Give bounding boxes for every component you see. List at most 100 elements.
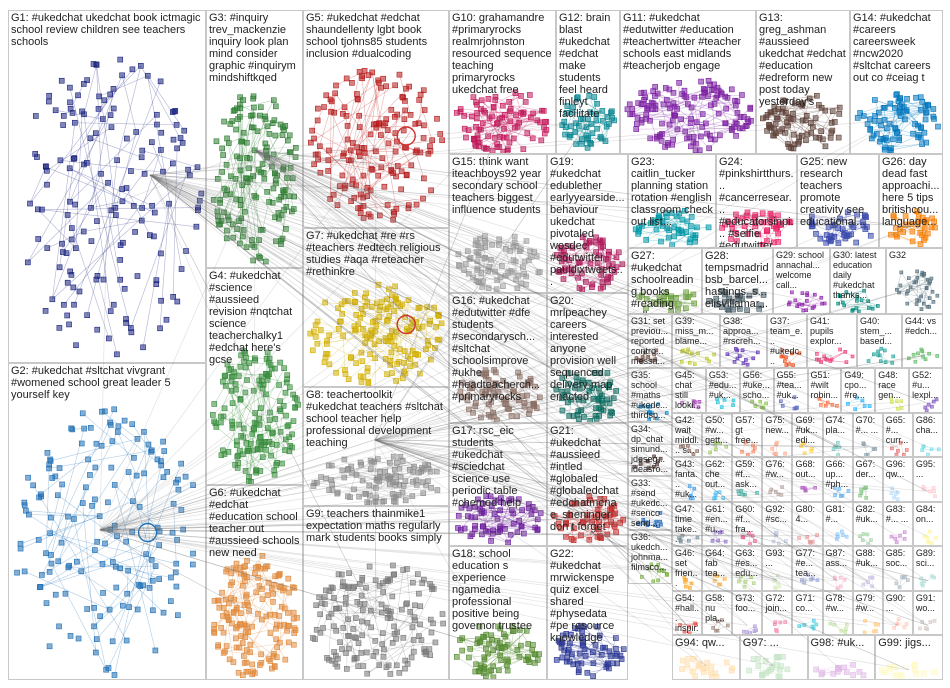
cluster-nodes-g34: [632, 454, 663, 470]
cluster-g33: G33: #send #ukedc... #senco send...: [628, 476, 672, 530]
cluster-nodes-g98: [812, 662, 866, 679]
cluster-nodes-g15: [455, 233, 543, 292]
cluster-g13: G13: greg_ashman #aussieed ukedchat #edc…: [756, 10, 850, 154]
cluster-g23: G23: caitlin_tucker planning station rot…: [628, 154, 716, 248]
cluster-g51: G51: #wilt robin...: [807, 368, 842, 413]
cluster-g44: G44: vs #edch...: [902, 314, 943, 368]
cluster-g40: G40: stem_... based...: [857, 314, 902, 368]
cluster-nodes-g11: [624, 77, 754, 153]
cluster-nodes-g30: [836, 288, 880, 313]
cluster-nodes-g27: [636, 289, 698, 313]
cluster-g64: G64: fab tea...: [702, 546, 733, 591]
cluster-g46: G46: set frien...: [672, 546, 703, 591]
cluster-g16: G16: #ukedchat #edutwitter #dfe students…: [449, 293, 547, 423]
cluster-nodes-g65: [889, 440, 909, 457]
cluster-nodes-g33: [636, 511, 663, 529]
cluster-g63: G63: #es... edu...: [732, 546, 763, 591]
cluster-g59: G59: #f... ask...: [732, 457, 763, 502]
cluster-nodes-g61: [710, 529, 728, 544]
cluster-g97: G97: ...: [739, 635, 808, 680]
cluster-g62: G62: che out...: [702, 457, 733, 502]
cluster-g39: G39: miss_m... blame...: [672, 314, 720, 368]
cluster-nodes-g12: [559, 93, 617, 151]
cluster-nodes-g80: [797, 532, 820, 545]
cluster-nodes-g21: [551, 493, 627, 544]
cluster-g9: G9: teachers thainmike1 expectation math…: [303, 506, 449, 680]
cluster-nodes-g85: [894, 575, 910, 590]
cluster-g45: G45: chat still looki...: [672, 368, 706, 413]
cluster-nodes-g8: [310, 453, 441, 505]
cluster-nodes-g22: [553, 622, 627, 679]
cluster-nodes-g62: [712, 490, 726, 501]
cluster-g27: G27: #ukedchat schoolreading books #read…: [628, 248, 702, 314]
cluster-g8: G8: teachertoolkit #ukedchat teachers #s…: [303, 387, 449, 506]
cluster-g80: G80: 4...: [792, 501, 823, 547]
cluster-nodes-g16: [457, 367, 543, 422]
cluster-nodes-g39: [679, 347, 716, 366]
cluster-g36: G36: ukedch... johnma... filmsco...: [628, 530, 672, 584]
cluster-nodes-g87: [832, 575, 846, 590]
cluster-nodes-g42: [679, 443, 699, 456]
cluster-g1: G1: #ukedchat ukedchat book ictmagic sch…: [8, 10, 206, 363]
cluster-g19: G19: #ukedchat edublether earlyyearside.…: [547, 154, 628, 293]
cluster-nodes-g77: [800, 573, 820, 585]
cluster-nodes-g2: [14, 406, 196, 678]
cluster-nodes-g70: [861, 441, 877, 457]
cluster-g10: G10: grahamandre #primaryrocks realmrjoh…: [449, 10, 556, 154]
cluster-nodes-g83: [889, 530, 907, 544]
cluster-nodes-g50: [708, 440, 729, 454]
cluster-g53: G53: #edu... #uk...: [705, 368, 740, 413]
cluster-nodes-g81: [834, 529, 849, 541]
cluster-g69: G69: #uk... edi...: [792, 412, 823, 458]
cluster-g94: G94: qw...: [672, 635, 740, 680]
cluster-g99: G99: jigs...: [875, 635, 943, 680]
cluster-nodes-g68: [800, 486, 818, 493]
cluster-g58: G58: nu pla...: [702, 590, 733, 636]
cluster-g55: G55: #tea... #uk...: [773, 368, 808, 413]
cluster-nodes-g99: [879, 662, 938, 679]
cluster-nodes-g18: [453, 622, 542, 679]
cluster-g48: G48: race gen...: [875, 368, 910, 413]
cluster-g15: G15: think want iteachboys92 year second…: [449, 154, 547, 293]
cluster-g29: G29: school annachal... welcome call...: [773, 248, 830, 314]
cluster-nodes-g90: [892, 617, 909, 630]
cluster-g37: G37: team_e... #ukedc...: [767, 314, 807, 368]
cluster-g81: G81: #...: [822, 501, 853, 547]
cluster-g68: G68: out...: [792, 457, 823, 502]
cluster-g92: G92: #sc...: [762, 501, 793, 547]
cluster-g82: G82: #uk...: [852, 501, 883, 547]
cluster-nodes-g91: [917, 618, 937, 631]
cluster-g14: G14: #ukedchat #careers careersweek #ncw…: [850, 10, 943, 154]
cluster-g85: G85: soc...: [882, 546, 913, 591]
cluster-g87: G87: ass...: [822, 546, 853, 591]
cluster-nodes-g28: [706, 288, 767, 313]
cluster-g70: G70: #... ...: [852, 412, 883, 458]
cluster-g35: G35: school #maths #ukedc... thirdsp...: [628, 368, 672, 422]
cluster-nodes-g31: [634, 348, 659, 364]
cluster-nodes-g26: [888, 208, 938, 247]
cluster-nodes-g3: [210, 93, 299, 265]
cluster-g3: G3: #inquiry trev_mackenzie inquiry look…: [206, 10, 303, 268]
cluster-nodes-g43: [687, 484, 697, 501]
cluster-g83: G83: #... ...: [882, 501, 913, 547]
cluster-g79: G79: #w...: [852, 590, 883, 636]
cluster-nodes-g38: [725, 347, 760, 367]
cluster-g6: G6: #ukedchat #edchat #education school …: [206, 485, 303, 680]
cluster-g38: G38: approa... #rscreh...: [720, 314, 767, 368]
cluster-nodes-g53: [715, 397, 736, 409]
cluster-g49: G49: cpo... #re...: [841, 368, 876, 413]
cluster-nodes-g55: [778, 395, 799, 411]
cluster-nodes-g97: [746, 654, 790, 679]
cluster-g75: G75: new...: [762, 412, 793, 458]
cluster-nodes-g73: [742, 624, 759, 635]
cluster-g65: G65: #... curr...: [882, 412, 913, 458]
cluster-g66: G66: up... #ph...: [822, 457, 853, 502]
cluster-nodes-g40: [866, 346, 896, 365]
cluster-nodes-g79: [862, 618, 880, 635]
cluster-g26: G26: day dead fast approachi... here 5 t…: [879, 154, 943, 248]
cluster-nodes-g5: [307, 67, 445, 223]
cluster-nodes-g44: [906, 347, 940, 364]
cluster-nodes-g13: [760, 92, 843, 152]
cluster-nodes-g41: [814, 347, 855, 364]
cluster-nodes-g1: [25, 56, 205, 358]
